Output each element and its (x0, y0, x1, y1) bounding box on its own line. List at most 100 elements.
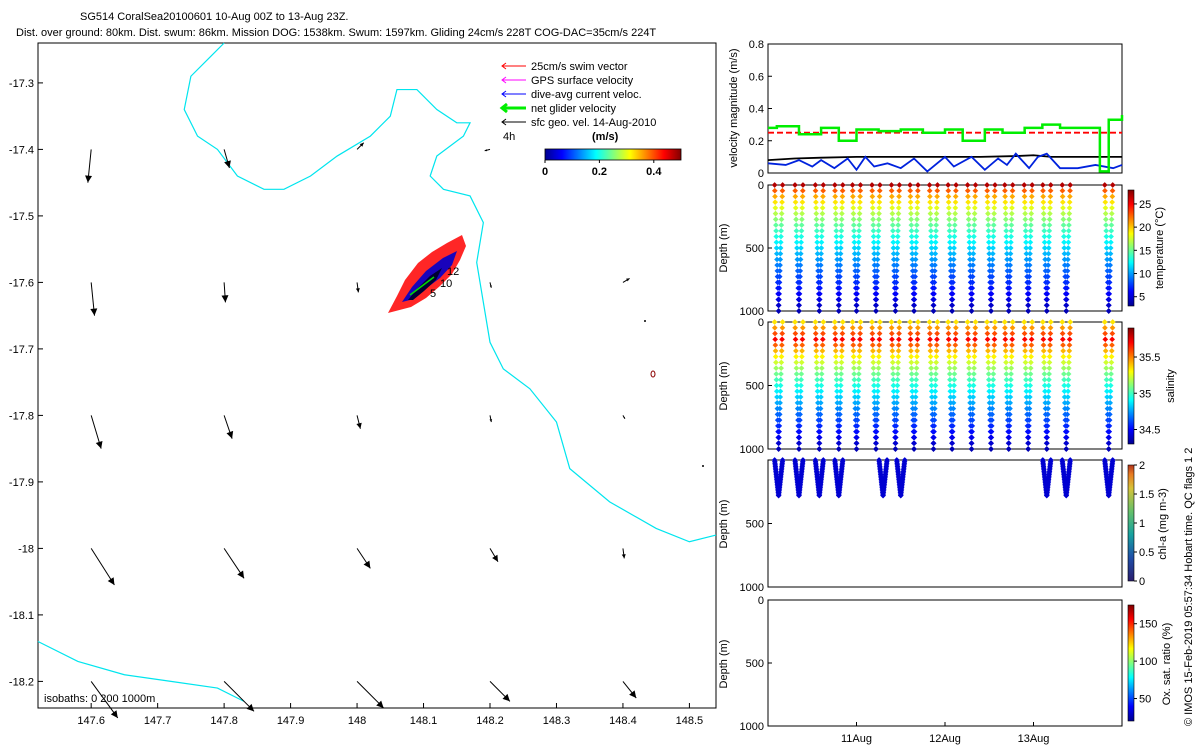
profile-sample (952, 216, 958, 223)
profile-sample (934, 193, 940, 200)
profile-sample (1102, 205, 1109, 211)
profile-sample (969, 296, 975, 303)
chlorophyll-colorbar-label: chl-a (mg m-3) (1157, 488, 1169, 560)
profile-sample (871, 388, 877, 395)
profile-sample (773, 233, 780, 240)
profile-sample (952, 330, 959, 337)
profile-sample (911, 308, 917, 314)
velocity-series-line (767, 152, 1123, 173)
legend-gps-label: GPS surface velocity (531, 75, 634, 87)
profile-sample (968, 308, 975, 314)
profile-sample (873, 434, 880, 441)
profile-sample (1003, 227, 1010, 234)
profile-sample (819, 365, 825, 372)
profile-sample (836, 279, 843, 286)
profile-sample (1047, 193, 1054, 200)
profile-sample (970, 262, 976, 269)
profile-sample (838, 233, 844, 240)
temperature-ylabel: Depth (m) (718, 224, 730, 273)
profile-sample (949, 428, 956, 435)
profile-sample (989, 268, 996, 274)
profile-sample (777, 256, 784, 263)
profile-sample (991, 342, 998, 348)
profile-sample (1045, 405, 1051, 412)
profile-sample (895, 222, 901, 228)
profile-sample (873, 428, 880, 435)
profile-sample (892, 434, 899, 441)
profile-sample (856, 359, 863, 366)
profile-sample (773, 250, 780, 257)
profile-sample (857, 319, 864, 325)
profile-sample (832, 324, 838, 331)
profile-sample (908, 353, 914, 360)
profile-sample (1045, 250, 1052, 257)
profile-sample (964, 324, 971, 331)
profile-sample (889, 342, 896, 348)
profile-sample (850, 199, 856, 206)
profile-sample (890, 371, 896, 377)
profile-sample (817, 423, 823, 429)
profile-sample (771, 319, 778, 325)
profile-sample (1021, 324, 1028, 331)
profile-sample (849, 324, 856, 331)
profile-sample (832, 336, 839, 343)
profile-sample (797, 411, 803, 418)
profile-sample (819, 348, 826, 354)
profile-sample (775, 446, 782, 452)
profile-sample (968, 302, 975, 309)
profile-sample (851, 376, 858, 383)
profile-sample (1103, 245, 1110, 251)
profile-sample (893, 273, 900, 280)
profile-sample (895, 205, 902, 211)
profile-sample (895, 210, 902, 217)
profile-sample (971, 365, 977, 372)
profile-sample (932, 382, 939, 389)
profile-sample (1063, 296, 1070, 303)
profile-sample (890, 388, 897, 395)
profile-sample (793, 227, 800, 234)
profile-sample (947, 256, 954, 263)
profile-sample (985, 216, 991, 223)
profile-sample (1041, 365, 1048, 372)
profile-sample (855, 376, 862, 383)
profile-sample (817, 428, 823, 435)
profile-sample (984, 182, 990, 188)
profile-sample (895, 365, 901, 372)
profile-sample (946, 216, 953, 223)
profile-sample (909, 245, 915, 251)
profile-sample (931, 285, 938, 291)
profile-sample (817, 262, 824, 269)
profile-sample (970, 245, 977, 251)
profile-sample (947, 262, 954, 269)
profile-sample (907, 319, 913, 325)
profile-sample (1027, 227, 1034, 234)
profile-sample (912, 394, 919, 400)
isobath-line (37, 640, 245, 702)
profile-sample (779, 319, 786, 325)
profile-sample (1021, 319, 1028, 325)
profile-sample (989, 394, 996, 400)
profile-sample (897, 492, 904, 499)
profile-sample (947, 394, 954, 400)
profile-sample (985, 371, 992, 377)
profile-sample (854, 423, 861, 429)
profile-sample (1063, 434, 1070, 441)
profile-sample (774, 394, 780, 400)
profile-sample (1009, 205, 1015, 211)
profile-sample (950, 273, 956, 280)
profile-sample (1103, 371, 1110, 377)
profile-sample (1025, 296, 1032, 303)
profile-sample (913, 382, 919, 389)
profile-sample (1003, 382, 1010, 389)
velocity-axes-frame (767, 43, 1123, 174)
map-y-ticks: -17.3 -17.4 -17.5 -17.6 -17.7 -17.8 -17.9 -18 -1… (9, 78, 43, 688)
profile-sample (991, 324, 998, 331)
profile-sample (1103, 216, 1109, 223)
profile-sample (1107, 405, 1113, 412)
y-tick-label: 0.8 (749, 39, 764, 51)
profile-sample (927, 222, 934, 228)
profile-sample (966, 359, 972, 366)
profile-sample (839, 336, 846, 343)
profile-sample (856, 365, 862, 372)
profile-sample (1008, 222, 1015, 228)
